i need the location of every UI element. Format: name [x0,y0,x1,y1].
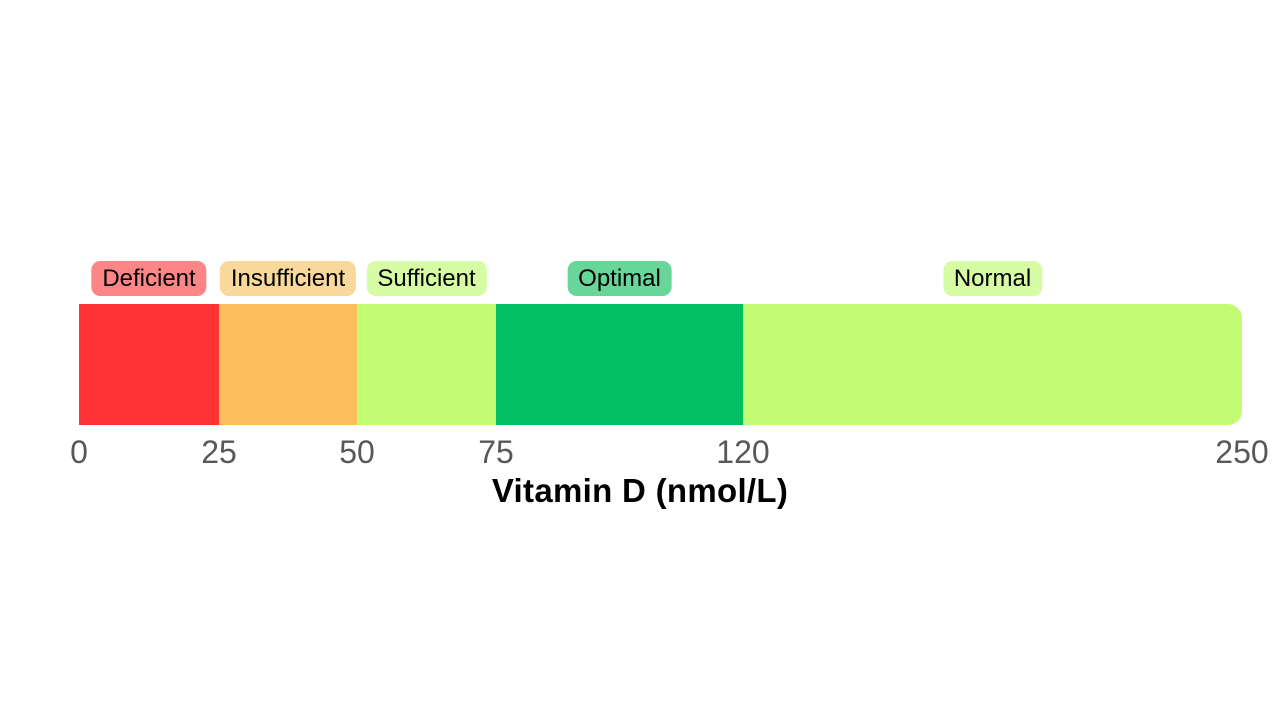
scale-segment-optimal [496,304,743,425]
axis-tick-label-50: 50 [339,434,375,470]
axis-tick-label-75: 75 [478,434,514,470]
scale-segment-deficient [79,304,219,425]
axis-tick-label-0: 0 [70,434,88,470]
axis-title: Vitamin D (nmol/L) [491,472,789,509]
axis-tick-label-250: 250 [1215,434,1269,470]
segment-badge-deficient: Deficient [91,261,207,296]
segment-badge-sufficient: Sufficient [366,261,487,296]
scale-segment-insufficient [219,304,357,425]
axis-tick-label-25: 25 [201,434,237,470]
segment-badge-optimal: Optimal [567,261,672,296]
segment-badge-insufficient: Insufficient [219,261,357,296]
scale-segment-sufficient [357,304,496,425]
axis-tick-label-120: 120 [716,434,770,470]
segment-badge-normal: Normal [942,261,1043,296]
